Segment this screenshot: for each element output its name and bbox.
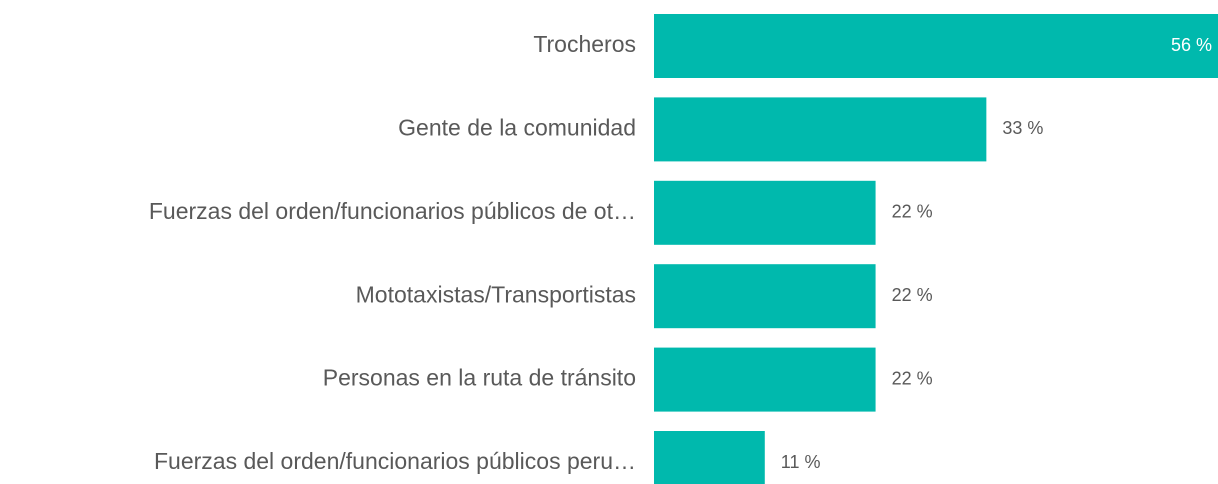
category-label: Trocheros (533, 31, 636, 57)
bar (654, 97, 987, 162)
value-label: 22 % (892, 202, 933, 222)
value-label: 33 % (1002, 118, 1043, 138)
bar (654, 347, 876, 412)
bar (654, 180, 876, 245)
value-label: 11 % (781, 452, 821, 472)
bar (654, 14, 1218, 78)
bar (654, 264, 876, 329)
category-label: Mototaxistas/Transportistas (356, 281, 636, 307)
bar (654, 431, 765, 484)
value-label: 56 % (1171, 35, 1212, 55)
category-label: Personas en la ruta de tránsito (323, 365, 636, 391)
category-label: Fuerzas del orden/funcionarios públicos … (154, 448, 636, 474)
value-label: 22 % (892, 368, 933, 388)
category-label: Fuerzas del orden/funcionarios públicos … (149, 198, 636, 224)
category-label: Gente de la comunidad (398, 114, 636, 140)
value-label: 22 % (892, 285, 933, 305)
